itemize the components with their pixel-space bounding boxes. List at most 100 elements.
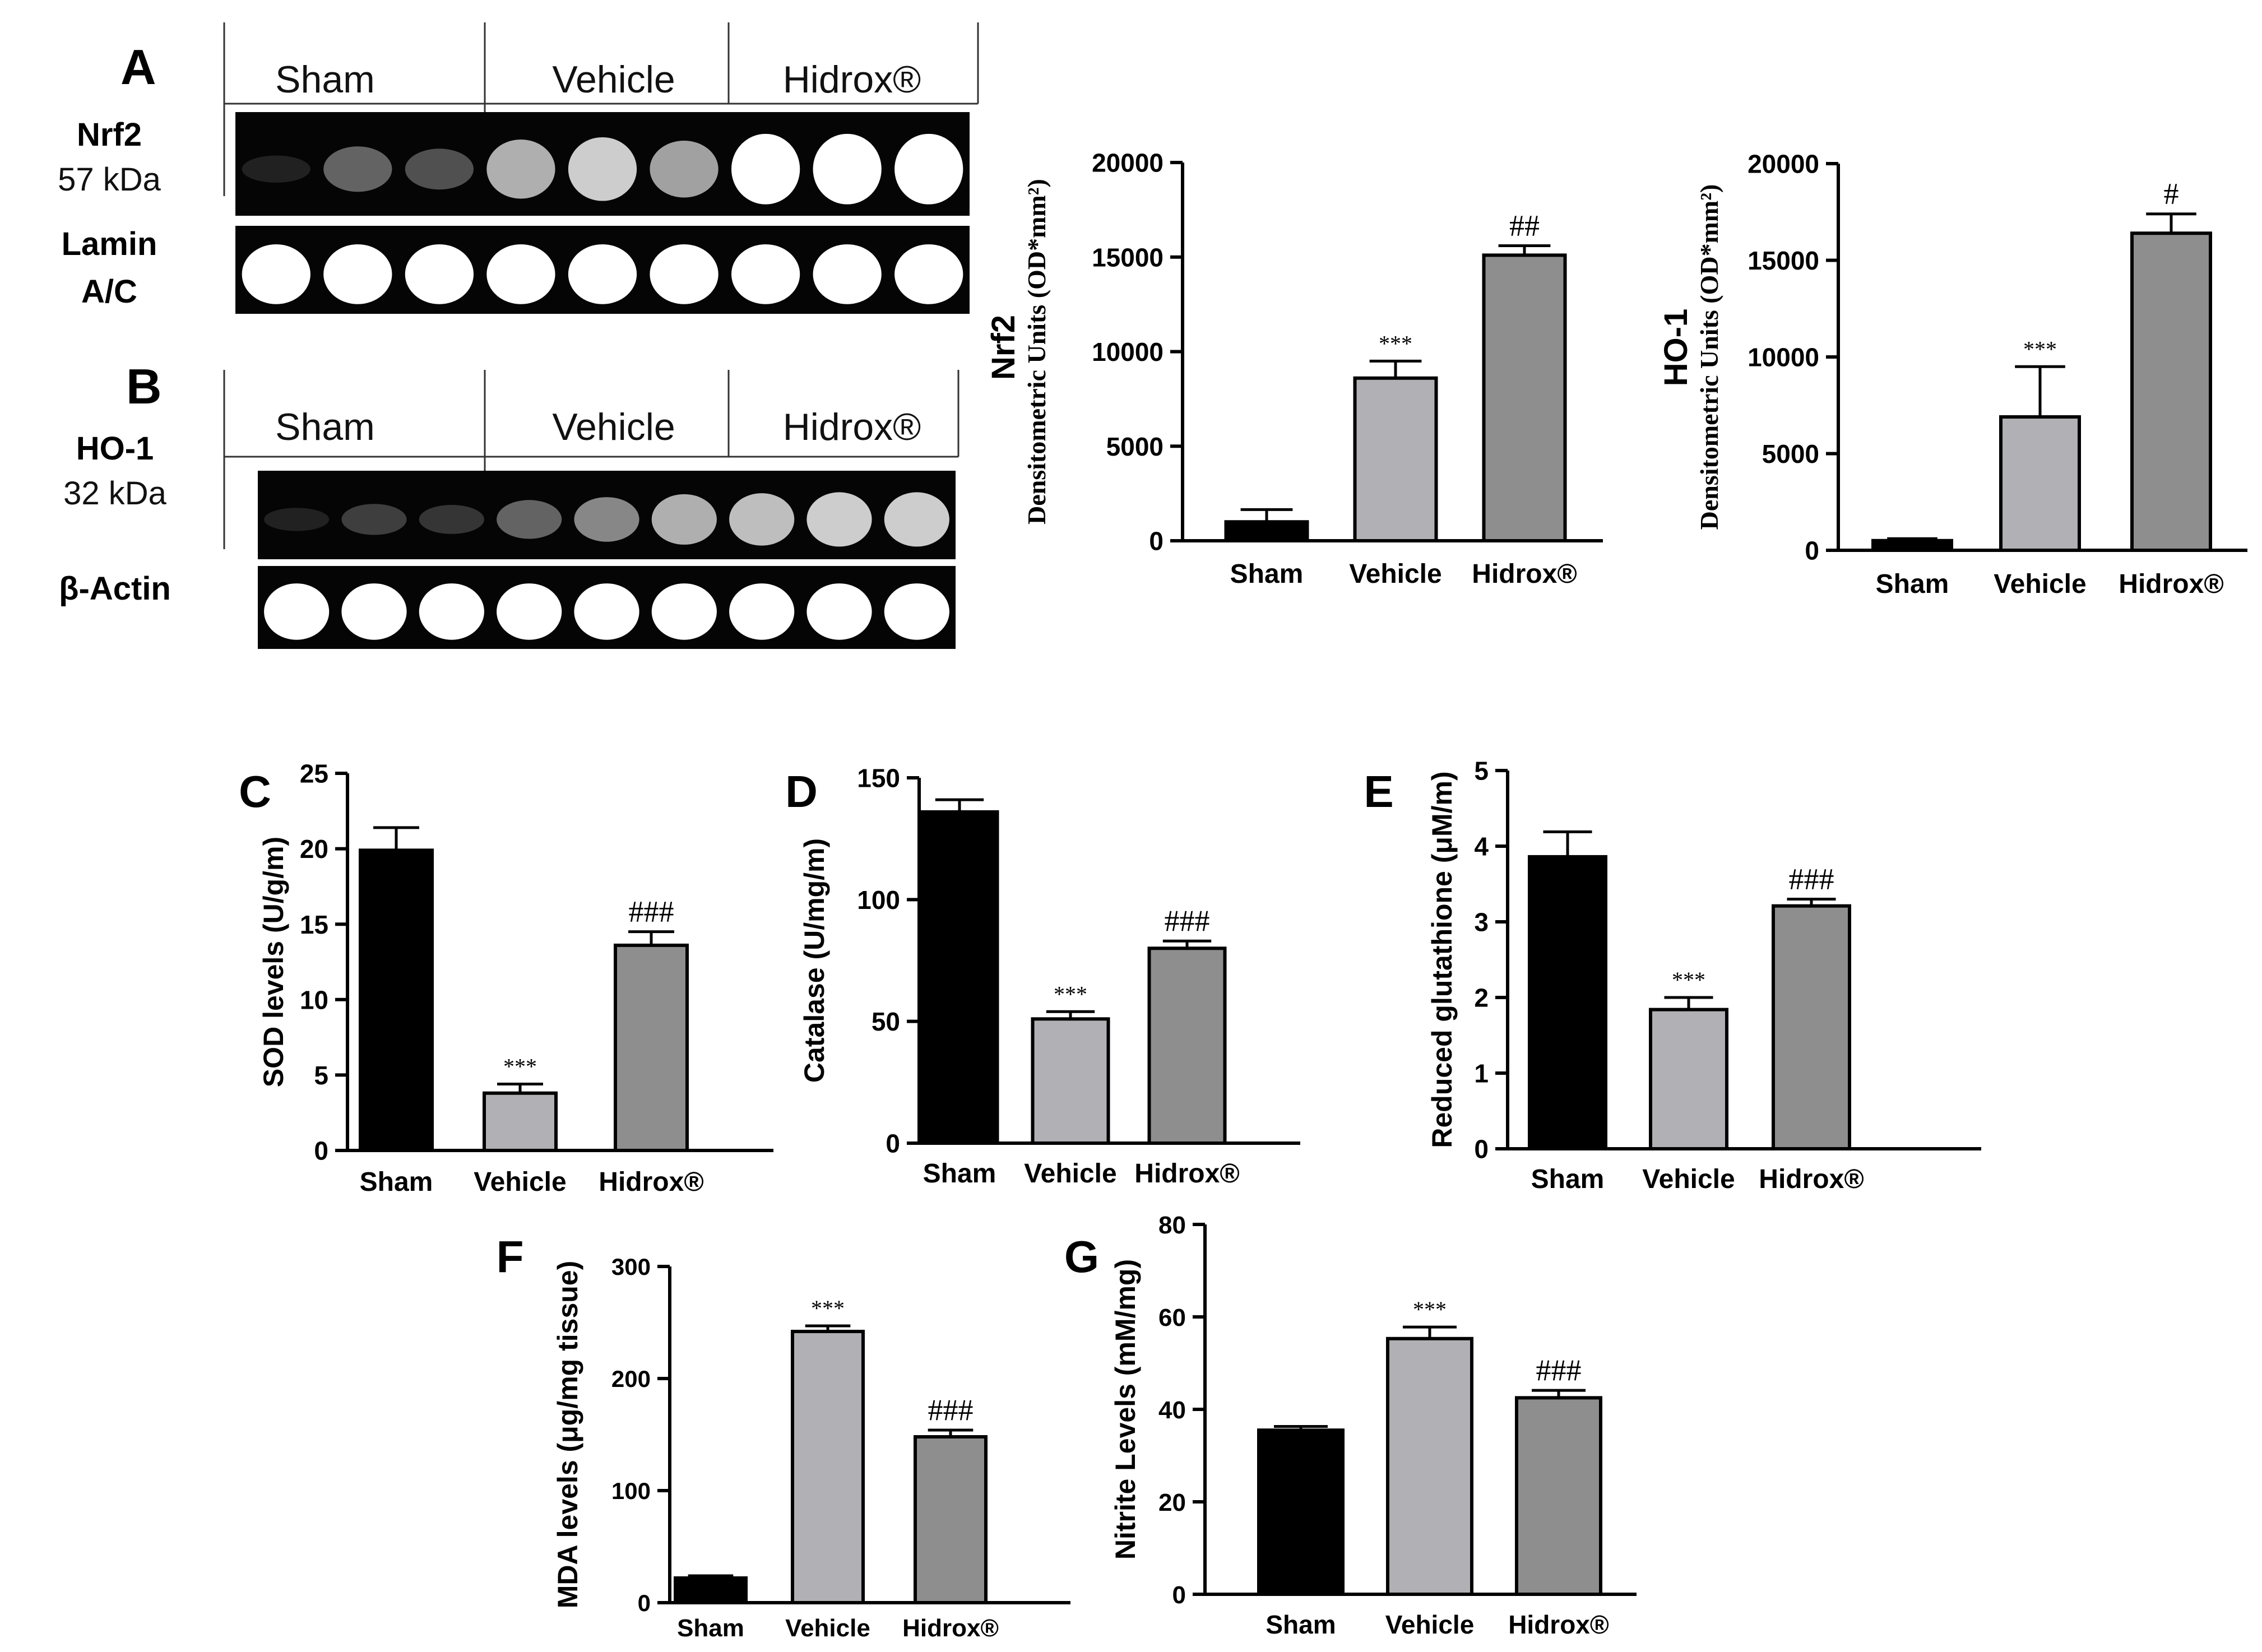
significance-label: # [2164,177,2179,211]
blot-band [405,244,474,304]
significance-label: ### [1789,862,1834,896]
category-label: Hidrox® [902,1614,999,1642]
y-axis-label: Densitometric Units (OD*mm²) [1022,179,1051,525]
category-label: Vehicle [474,1167,566,1197]
y-tick-label: 2 [1474,983,1489,1013]
panel-letter: A [120,39,156,95]
category-label: Vehicle [1024,1159,1116,1189]
category-label: Hidrox® [1759,1164,1864,1194]
bar-2 [1353,376,1438,542]
chart-sod: 0 5 10 15 20 25 Sham *** Vehicle ### Hidrox® SOD le… [239,759,773,1197]
y-tick-label: 0 [1172,1581,1186,1609]
y-tick-label: 10000 [1748,343,1819,372]
y-tick-label: 20 [300,834,328,864]
blot-group-label: Hidrox® [783,58,921,101]
panel-letter: D [785,767,818,816]
y-tick-label: 200 [611,1366,651,1392]
chart-nitrite: 0 20 40 60 80 Sham *** Vehicle ### Hidrox® Nitrite… [1064,1212,1637,1639]
blot-target-label: Nrf2 [77,117,142,153]
y-tick-label: 40 [1158,1396,1186,1424]
significance-label: *** [1054,981,1087,1006]
significance-label: ### [1536,1353,1582,1387]
y-tick-label: 15 [300,910,328,939]
bar-1 [920,810,999,1145]
y-axis-label: Densitometric Units (OD*mm²) [1695,184,1723,530]
y-axis-target-label: Nrf2 [985,315,1022,380]
y-axis-label: Reduced glutathione (μM/m) [1426,771,1458,1148]
category-label: Sham [923,1159,996,1189]
blot-band [650,244,719,304]
y-tick-label: 300 [611,1254,651,1280]
blot-band [497,583,562,640]
blot-band [568,137,637,201]
bar-2 [1999,415,2081,553]
significance-label: ## [1509,209,1540,243]
blot-band [242,155,310,183]
y-tick-label: 20000 [1748,150,1819,179]
blot-group-label: Vehicle [552,406,675,448]
panel-letter: B [126,359,162,414]
blot-band [813,133,882,205]
blot-target-label: β-Actin [59,570,171,607]
blot-target-label-line: β-Actin [59,570,171,607]
blot-band [731,133,800,205]
y-axis-label: SOD levels (U/g/m) [258,837,289,1087]
bar-1 [1257,1428,1345,1596]
y-tick-label: 0 [1805,536,1819,565]
blot-band [419,504,484,534]
category-label: Sham [1876,569,1949,599]
blot-band [894,244,963,304]
y-tick-label: 100 [857,885,900,915]
significance-label: *** [1413,1297,1447,1322]
bar-3 [2130,231,2212,552]
y-tick-label: 10000 [1092,337,1164,366]
panel-letter: F [497,1232,524,1282]
category-label: Vehicle [1385,1610,1475,1639]
blot-band [242,244,310,304]
blot-band [405,149,474,190]
category-label: Sham [1266,1610,1336,1639]
blot-target-label-line: A/C [81,273,137,310]
category-label: Sham [1230,559,1304,589]
blot-target-label-line: HO-1 [76,430,154,467]
significance-label: ### [1165,904,1210,938]
y-tick-label: 20000 [1092,149,1164,178]
y-tick-label: 0 [638,1590,651,1616]
blot-band [651,494,717,545]
y-tick-label: 20 [1158,1489,1186,1516]
blot-kda-label: 57 kDa [58,161,161,198]
blot-band [323,244,392,304]
bar-1 [1871,539,1953,552]
y-axis-label: Catalase (U/mg/m) [799,838,830,1083]
y-tick-label: 5000 [1762,439,1819,468]
blot-band [651,583,717,640]
y-tick-label: 4 [1474,832,1489,861]
y-tick-label: 60 [1158,1304,1186,1331]
bar-2 [1386,1337,1473,1596]
blot-band [568,244,637,304]
bar-3 [914,1435,988,1604]
chart-mda: 0 100 200 300 Sham *** Vehicle ### Hidrox® MDA le… [497,1232,1070,1642]
blot-band [574,583,639,640]
bar-3 [614,943,689,1152]
significance-label: *** [1672,967,1705,992]
y-tick-label: 15000 [1748,246,1819,275]
blot-band [419,583,484,640]
significance-label: *** [2023,336,2057,361]
y-tick-label: 0 [1474,1135,1489,1164]
category-label: Sham [1531,1164,1605,1194]
category-label: Hidrox® [1508,1610,1609,1639]
y-tick-label: 5 [1474,757,1489,786]
blot-target-label-line: Nrf2 [77,117,142,153]
significance-label: ### [928,1393,974,1427]
y-tick-label: 80 [1158,1212,1186,1239]
panel-letter: G [1064,1232,1099,1282]
category-label: Hidrox® [599,1167,703,1197]
blot-band [341,583,407,640]
category-label: Hidrox® [1472,559,1577,589]
blot-band [729,493,795,546]
blot-band [323,146,392,192]
panel-letter: C [239,767,271,816]
category-label: Sham [360,1167,433,1197]
blot-band [884,492,949,547]
